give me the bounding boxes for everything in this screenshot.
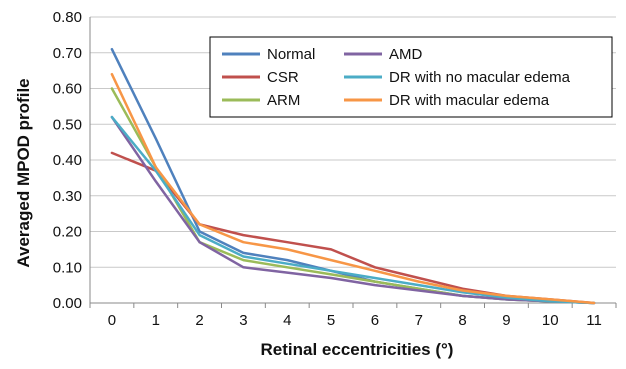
y-tick-label: 0.50 [53, 116, 82, 133]
x-tick-label: 9 [502, 312, 510, 329]
x-tick-label: 4 [283, 312, 291, 329]
legend: Normal CSR ARM AMD DR with no macular edema D… [209, 36, 613, 118]
series-line-dr-with-no-macular-edema [110, 115, 596, 305]
y-tick-label: 0.30 [53, 188, 82, 205]
y-tick-label: 0.20 [53, 224, 82, 241]
plot-area [110, 47, 596, 305]
x-tick-label: 0 [108, 312, 116, 329]
legend-box [209, 36, 613, 118]
tick-labels: 0.00 0.10 0.20 0.30 0.40 0.50 0.60 0.70 0.80 0 1 2 3… [53, 9, 602, 329]
x-axis-title: Retinal eccentricities (°) [261, 340, 454, 359]
y-tick-label: 0.40 [53, 152, 82, 169]
x-tick-label: 3 [239, 312, 247, 329]
x-tick-label: 2 [195, 312, 203, 329]
x-tick-label: 1 [152, 312, 160, 329]
series-line-dr-with-macular-edema [110, 72, 596, 305]
legend-label: ARM [267, 92, 300, 109]
x-tick-label: 8 [458, 312, 466, 329]
x-tick-label: 11 [586, 312, 602, 329]
y-tick-label: 0.60 [53, 81, 82, 98]
series-line-amd [110, 115, 596, 305]
axes [89, 17, 617, 308]
legend-label: AMD [389, 46, 423, 63]
y-tick-label: 0.00 [53, 295, 82, 312]
x-tick-label: 5 [327, 312, 335, 329]
legend-label: Normal [267, 46, 315, 63]
legend-label: DR with macular edema [389, 92, 550, 109]
y-tick-label: 0.70 [53, 45, 82, 62]
y-tick-label: 0.10 [53, 259, 82, 276]
x-tick-label: 7 [415, 312, 423, 329]
x-tick-label: 10 [542, 312, 559, 329]
legend-label: CSR [267, 69, 299, 86]
x-tick-label: 6 [371, 312, 379, 329]
y-tick-label: 0.80 [53, 9, 82, 26]
legend-label: DR with no macular edema [389, 69, 571, 86]
y-axis-title: Averaged MPOD profile [14, 78, 33, 267]
